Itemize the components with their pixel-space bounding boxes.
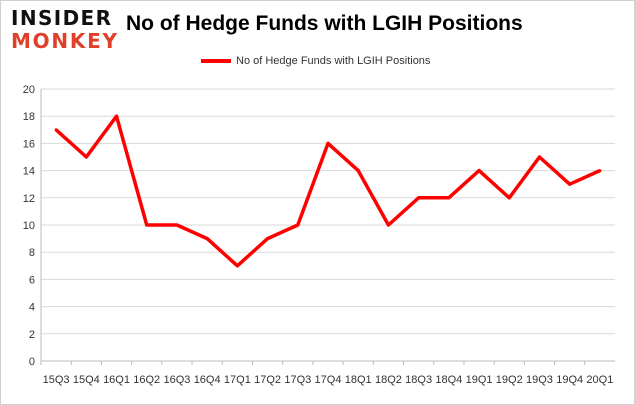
data-point [175, 223, 179, 227]
data-point [356, 169, 360, 173]
x-tick-label: 16Q1 [103, 374, 130, 386]
chart-title: No of Hedge Funds with LGIH Positions [126, 12, 523, 35]
data-point [598, 169, 602, 173]
y-tick-label: 10 [23, 220, 35, 232]
x-tick-label: 19Q3 [526, 374, 553, 386]
x-tick-label: 18Q2 [375, 374, 402, 386]
x-tick-label: 15Q4 [73, 374, 100, 386]
x-tick-label: 17Q3 [284, 374, 311, 386]
x-tick-label: 19Q1 [466, 374, 493, 386]
data-point [568, 182, 572, 186]
data-point [266, 237, 270, 241]
series-line [54, 114, 601, 268]
y-tick-label: 6 [29, 274, 35, 286]
y-tick-label: 14 [23, 166, 35, 178]
data-point [54, 128, 58, 132]
x-tick-label: 15Q3 [43, 374, 70, 386]
y-tick-label: 16 [23, 138, 35, 150]
y-tick-label: 4 [29, 302, 35, 314]
data-point [477, 169, 481, 173]
y-tick-label: 0 [29, 356, 35, 368]
data-point [386, 223, 390, 227]
svg-text:MONKEY: MONKEY [11, 29, 118, 51]
data-point [145, 223, 149, 227]
data-point [447, 196, 451, 200]
x-tick-label: 19Q4 [556, 374, 583, 386]
data-point [507, 196, 511, 200]
legend: No of Hedge Funds with LGIH Positions [201, 55, 430, 67]
y-tick-label: 20 [23, 84, 35, 96]
data-point [417, 196, 421, 200]
x-tick-label: 18Q1 [345, 374, 372, 386]
data-point [235, 264, 239, 268]
insider-monkey-logo: INSIDER MONKEY [11, 6, 118, 51]
x-tick-label: 17Q4 [315, 374, 342, 386]
x-tick-label: 17Q2 [254, 374, 281, 386]
x-tick-label: 16Q2 [133, 374, 160, 386]
data-point [537, 155, 541, 159]
x-tick-label: 16Q4 [194, 374, 221, 386]
data-point [84, 155, 88, 159]
x-tick-label: 18Q3 [405, 374, 432, 386]
x-tick-label: 17Q1 [224, 374, 251, 386]
y-tick-label: 8 [29, 247, 35, 259]
data-point [326, 141, 330, 145]
legend-label: No of Hedge Funds with LGIH Positions [236, 55, 431, 67]
y-tick-label: 18 [23, 111, 35, 123]
x-tick-label: 16Q3 [163, 374, 190, 386]
data-point [205, 237, 209, 241]
x-tick-label: 18Q4 [435, 374, 462, 386]
y-tick-label: 12 [23, 193, 35, 205]
data-point [115, 114, 119, 118]
x-tick-label: 19Q2 [496, 374, 523, 386]
legend-swatch [201, 59, 231, 63]
data-point [296, 223, 300, 227]
y-tick-label: 2 [29, 329, 35, 341]
x-tick-label: 20Q1 [586, 374, 613, 386]
